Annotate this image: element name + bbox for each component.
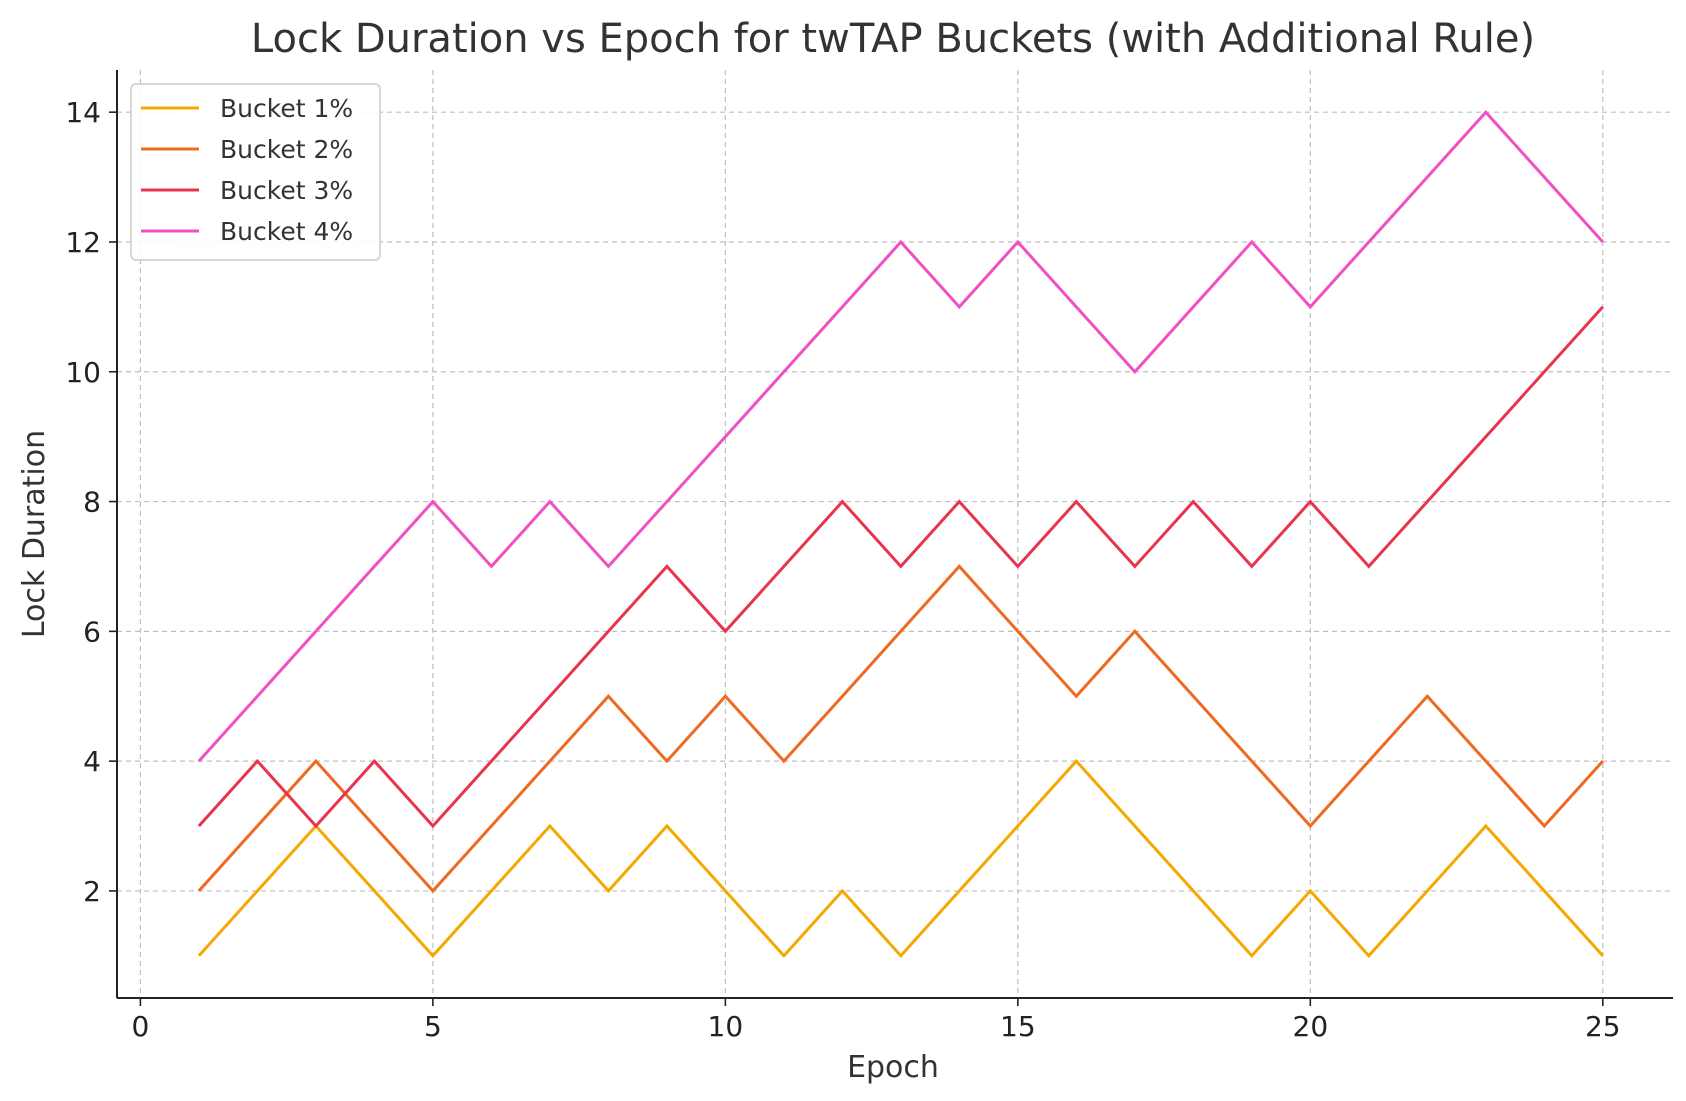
grid — [117, 70, 1673, 998]
series-line-bucket-1 — [197, 758, 1604, 959]
chart-title: Lock Duration vs Epoch for twTAP Buckets… — [251, 16, 1535, 62]
series-line-bucket-4 — [197, 109, 1604, 763]
y-axis-label: Lock Duration — [17, 430, 52, 638]
x-tick-label: 15 — [1000, 1010, 1036, 1043]
y-tick-label: 10 — [65, 356, 101, 389]
axes — [116, 70, 1673, 999]
x-tick-label: 25 — [1585, 1010, 1621, 1043]
legend-label-bucket-3: Bucket 3% — [220, 176, 353, 205]
y-tick-label: 4 — [83, 745, 101, 778]
x-axis-label: Epoch — [847, 1050, 939, 1085]
x-tick-label: 5 — [424, 1010, 442, 1043]
series-line-bucket-3 — [197, 305, 1604, 829]
series-layer — [197, 109, 1604, 959]
x-tick-label: 10 — [708, 1010, 744, 1043]
series-line-bucket-2 — [197, 564, 1604, 894]
legend: Bucket 1% Bucket 2% Bucket 3% Bucket 4% — [130, 83, 381, 261]
ticks: 0 5 10 15 20 25 2 4 6 8 10 12 14 — [65, 96, 1620, 1043]
legend-label-bucket-4: Bucket 4% — [220, 217, 353, 246]
y-tick-label: 6 — [83, 615, 101, 648]
y-tick-label: 14 — [65, 96, 101, 129]
legend-label-bucket-2: Bucket 2% — [220, 135, 353, 164]
x-tick-label: 20 — [1293, 1010, 1329, 1043]
legend-frame — [130, 83, 381, 261]
x-tick-label: 0 — [131, 1010, 149, 1043]
legend-label-bucket-1: Bucket 1% — [220, 94, 353, 123]
y-tick-label: 12 — [65, 226, 101, 259]
y-tick-label: 2 — [83, 875, 101, 908]
y-tick-label: 8 — [83, 486, 101, 519]
